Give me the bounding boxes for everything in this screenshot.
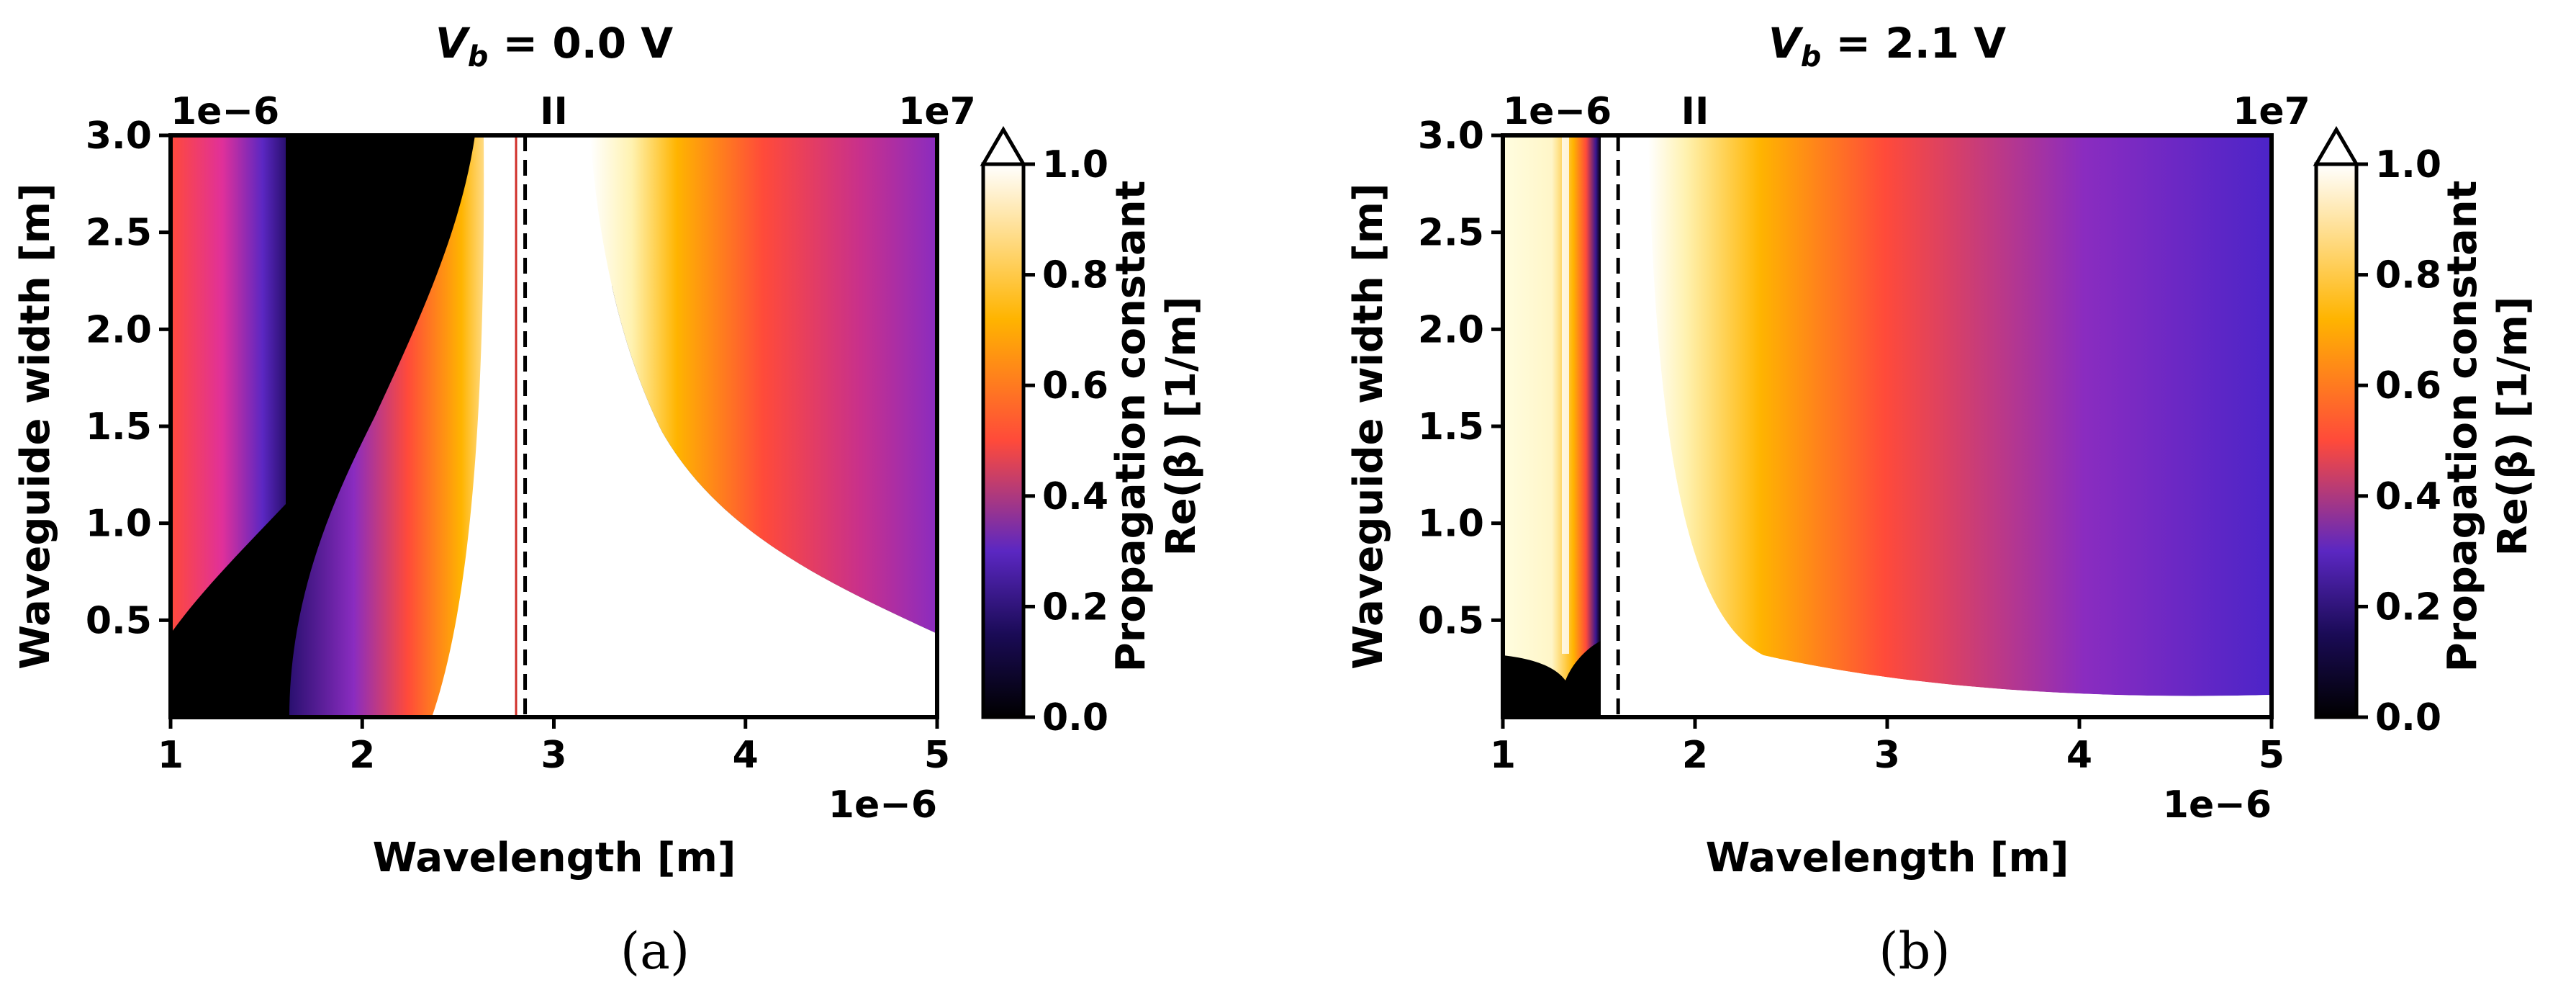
panel-a-colorbar-ticks: 0.0 0.2 0.4 0.6 0.8 1.0 — [1023, 143, 1108, 739]
panel-b-right-decay — [1648, 135, 2272, 696]
panel-a-x-tick-label: 5 — [924, 734, 950, 777]
panel-a-x-tick-label: 2 — [349, 734, 375, 777]
panel-b-y-ticks: 0.5 1.0 1.5 2.0 2.5 3.0 — [1418, 114, 1503, 642]
panel-a-colorbar-tick-label: 0.2 — [1042, 585, 1108, 629]
panel-b-colorbar-label-1: Propagation constant — [2439, 181, 2486, 673]
panel-b-y-offset-label: 1e−6 — [1503, 90, 1612, 133]
panel-a-right-decay — [590, 135, 937, 634]
panel-b-colorbar-extend — [2313, 126, 2360, 166]
panel-b-title: Vb = 2.1 V — [1768, 19, 2006, 73]
panel-a-xlabel: Wavelength [m] — [373, 835, 736, 881]
panel-b-title-value: = 2.1 V — [1821, 19, 2006, 68]
panel-b: 1 2 3 4 5 0.5 1.0 1.5 2.0 2.5 3.0 Vb = 2.1 V 1e−6… — [1345, 19, 2536, 981]
panel-b-right-lower-white — [1648, 135, 2272, 717]
panel-a-colorbar-label-1: Propagation constant — [1108, 181, 1154, 673]
panel-b-y-tick-label: 1.0 — [1418, 503, 1484, 546]
panel-b-colorbar-ticks: 0.0 0.2 0.4 0.6 0.8 1.0 — [2356, 143, 2441, 739]
panel-a-colorbar-label-2: Re(β) [1/m] — [1158, 297, 1205, 557]
panel-a-colorbar-tick-label: 1.0 — [1042, 143, 1108, 186]
panel-a-title-v: V — [435, 19, 471, 68]
panel-a-heatmap — [171, 135, 937, 717]
panel-a-colorbar-extend — [980, 126, 1027, 166]
panel-a-left-band — [171, 135, 286, 634]
panel-a-region-label: II — [540, 90, 568, 133]
panel-b-x-tick-label: 4 — [2066, 734, 2092, 777]
panel-a-y-tick-label: 3.0 — [86, 114, 152, 158]
panel-b-colorbar-tick-label: 0.6 — [2375, 364, 2441, 408]
panel-b-colorbar-tick-label: 1.0 — [2375, 143, 2441, 186]
panel-b-black-corner — [1503, 641, 1601, 717]
panel-a-x-offset-label: 1e−6 — [828, 783, 937, 827]
panel-a: 1 2 3 4 5 0.5 1.0 1.5 2.0 2.5 3.0 Vb = 0.0 V 1e−6… — [12, 19, 1205, 981]
panel-b-title-sub: b — [1801, 40, 1822, 73]
panel-a-y-ticks: 0.5 1.0 1.5 2.0 2.5 3.0 — [86, 114, 171, 642]
panel-b-colorbar-tick-label: 0.4 — [2375, 475, 2441, 518]
panel-a-x-tick-label: 3 — [541, 734, 566, 777]
panel-b-colorbar-label-2: Re(β) [1/m] — [2490, 297, 2536, 557]
panel-b-x-tick-label: 3 — [1874, 734, 1900, 777]
panel-a-y-tick-label: 2.5 — [86, 212, 152, 255]
panel-a-right-lower-white — [590, 135, 937, 717]
panel-a-y-tick-label: 1.0 — [86, 503, 152, 546]
panel-a-ylabel: Waveguide width [m] — [12, 183, 59, 669]
panel-b-left-band — [1503, 135, 1601, 717]
panel-b-x-tick-label: 5 — [2259, 734, 2284, 777]
panel-b-y-tick-label: 3.0 — [1418, 114, 1484, 158]
panel-b-y-tick-label: 0.5 — [1418, 599, 1484, 642]
panel-b-x-tick-label: 1 — [1490, 734, 1516, 777]
panel-a-caption: (a) — [620, 922, 690, 981]
panel-b-y-tick-label: 2.0 — [1418, 308, 1484, 351]
panel-b-title-v: V — [1768, 19, 1804, 68]
panel-a-colorbar-tick-label: 0.6 — [1042, 364, 1108, 408]
panel-b-xlabel: Wavelength [m] — [1706, 835, 2069, 881]
panel-b-ylabel: Waveguide width [m] — [1345, 183, 1392, 669]
panel-b-colorbar-tick-label: 0.2 — [2375, 585, 2441, 629]
panel-a-colorbar-tick-label: 0.0 — [1042, 696, 1108, 739]
panel-b-caption: (b) — [1879, 922, 1950, 981]
panel-a-y-offset-label: 1e−6 — [171, 90, 279, 133]
panel-a-y-tick-label: 1.5 — [86, 405, 152, 449]
panel-b-colorbar-tick-label: 0.0 — [2375, 696, 2441, 739]
panel-b-heatmap — [1503, 135, 2272, 717]
panel-a-colorbar-tick-label: 0.8 — [1042, 254, 1108, 297]
panel-a-x-tick-label: 1 — [158, 734, 184, 777]
panel-a-y-tick-label: 2.0 — [86, 308, 152, 351]
panel-b-y-tick-label: 2.5 — [1418, 212, 1484, 255]
panel-b-region-label: II — [1681, 90, 1709, 133]
panel-b-colorbar — [2314, 162, 2359, 719]
panel-b-colorbar-offset: 1e7 — [2233, 90, 2310, 133]
panel-b-left-streak — [1562, 135, 1569, 654]
panel-a-x-tick-label: 4 — [733, 734, 759, 777]
panel-a-colorbar-offset: 1e7 — [898, 90, 976, 133]
panel-a-title-value: = 0.0 V — [488, 19, 673, 68]
panel-b-x-ticks: 1 2 3 4 5 — [1490, 717, 2284, 777]
panel-a-colorbar-tick-label: 0.4 — [1042, 475, 1108, 518]
panel-a-y-tick-label: 0.5 — [86, 599, 152, 642]
panel-a-title: Vb = 0.0 V — [435, 19, 673, 73]
panel-b-colorbar-tick-label: 0.8 — [2375, 254, 2441, 297]
panel-b-x-offset-label: 1e−6 — [2163, 783, 2272, 827]
panel-a-hyperbolic-band — [289, 135, 505, 717]
panel-b-x-tick-label: 2 — [1682, 734, 1708, 777]
panel-a-x-ticks: 1 2 3 4 5 — [158, 717, 950, 777]
panel-b-y-tick-label: 1.5 — [1418, 405, 1484, 449]
panel-a-title-sub: b — [468, 40, 489, 73]
panel-a-colorbar — [981, 162, 1026, 719]
